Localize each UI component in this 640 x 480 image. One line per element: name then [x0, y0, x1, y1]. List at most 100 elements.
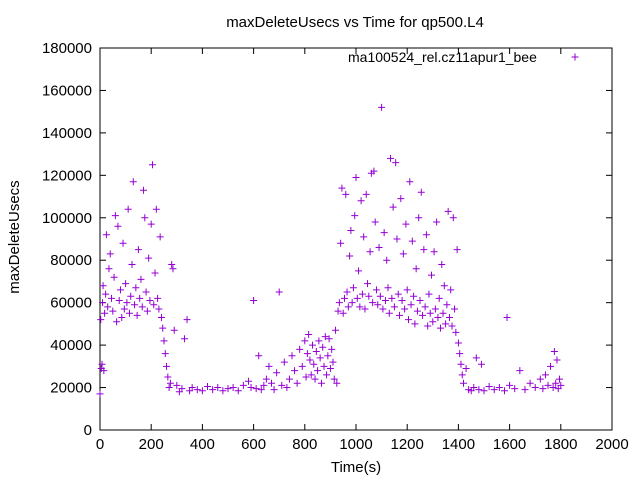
data-point [113, 318, 121, 326]
data-point [449, 214, 457, 222]
data-point [404, 316, 412, 324]
data-point [138, 303, 146, 311]
data-point [329, 358, 337, 366]
data-point [431, 305, 439, 313]
data-point [100, 367, 108, 375]
data-point [387, 154, 395, 162]
data-point [388, 294, 396, 302]
data-point [372, 286, 380, 294]
data-point [123, 299, 131, 307]
data-point [511, 385, 519, 393]
data-point [552, 379, 560, 387]
data-point [129, 178, 137, 186]
data-point [475, 386, 483, 394]
data-point [357, 197, 365, 205]
data-point [436, 324, 444, 332]
legend-marker [571, 53, 579, 61]
data-point [390, 303, 398, 311]
data-point [439, 309, 447, 317]
data-point [544, 381, 552, 389]
data-point [470, 384, 478, 392]
data-point [293, 379, 301, 387]
data-point [310, 360, 318, 368]
data-point [433, 218, 441, 226]
data-point [111, 212, 119, 220]
data-point [401, 305, 409, 313]
data-point [104, 303, 112, 311]
data-point [152, 205, 160, 213]
data-point [141, 214, 149, 222]
data-point [425, 290, 433, 298]
data-point [106, 250, 114, 258]
data-point [412, 265, 420, 273]
data-point [312, 347, 320, 355]
data-point [115, 297, 123, 305]
data-point [314, 367, 322, 375]
data-point [298, 362, 306, 370]
y-tick-label: 0 [84, 422, 92, 439]
data-point [364, 280, 372, 288]
data-point [125, 309, 133, 317]
data-point [428, 271, 436, 279]
data-point [132, 284, 140, 292]
data-point [415, 214, 423, 222]
data-point [454, 339, 462, 347]
data-point [403, 286, 411, 294]
data-point [142, 288, 150, 296]
data-point [105, 265, 113, 273]
data-point [369, 299, 377, 307]
data-point [419, 311, 427, 319]
data-point [362, 190, 370, 198]
data-point [411, 320, 419, 328]
data-markers [96, 103, 565, 398]
data-point [460, 379, 468, 387]
data-point [173, 381, 181, 389]
data-point [147, 220, 155, 228]
data-point [445, 314, 453, 322]
data-point [416, 297, 424, 305]
data-point [337, 239, 345, 247]
data-point [443, 301, 451, 309]
x-tick-label: 0 [96, 436, 104, 453]
y-tick-label: 160000 [42, 82, 92, 99]
data-point [338, 184, 346, 192]
data-point [291, 367, 299, 375]
data-point [285, 375, 293, 383]
x-tick-label: 1800 [544, 436, 577, 453]
data-point [150, 301, 158, 309]
data-point [219, 387, 227, 395]
y-axis-label: maxDeleteUsecs [6, 180, 23, 293]
y-tick-label: 140000 [42, 125, 92, 142]
data-point [506, 381, 514, 389]
data-point [457, 360, 465, 368]
data-point [160, 337, 168, 345]
data-point [339, 309, 347, 317]
data-point [209, 386, 217, 394]
data-point [262, 375, 270, 383]
data-point [343, 288, 351, 296]
data-point [380, 229, 388, 237]
data-point [389, 203, 397, 211]
data-point [320, 362, 328, 370]
data-point [224, 385, 232, 393]
data-point [385, 309, 393, 317]
y-tick-label: 180000 [42, 40, 92, 57]
data-point [325, 335, 333, 343]
data-point [456, 350, 464, 358]
data-point [379, 305, 387, 313]
data-point [146, 297, 154, 305]
data-point [462, 364, 470, 372]
data-point [268, 379, 276, 387]
data-point [265, 362, 273, 370]
data-point [375, 243, 383, 251]
data-point [396, 311, 404, 319]
data-point [273, 369, 281, 377]
data-point [145, 254, 153, 262]
data-point [270, 386, 278, 394]
data-point [278, 381, 286, 389]
plot-frame [99, 47, 613, 431]
data-point [440, 282, 448, 290]
data-point [495, 384, 503, 392]
data-point [500, 387, 508, 395]
data-point [335, 299, 343, 307]
